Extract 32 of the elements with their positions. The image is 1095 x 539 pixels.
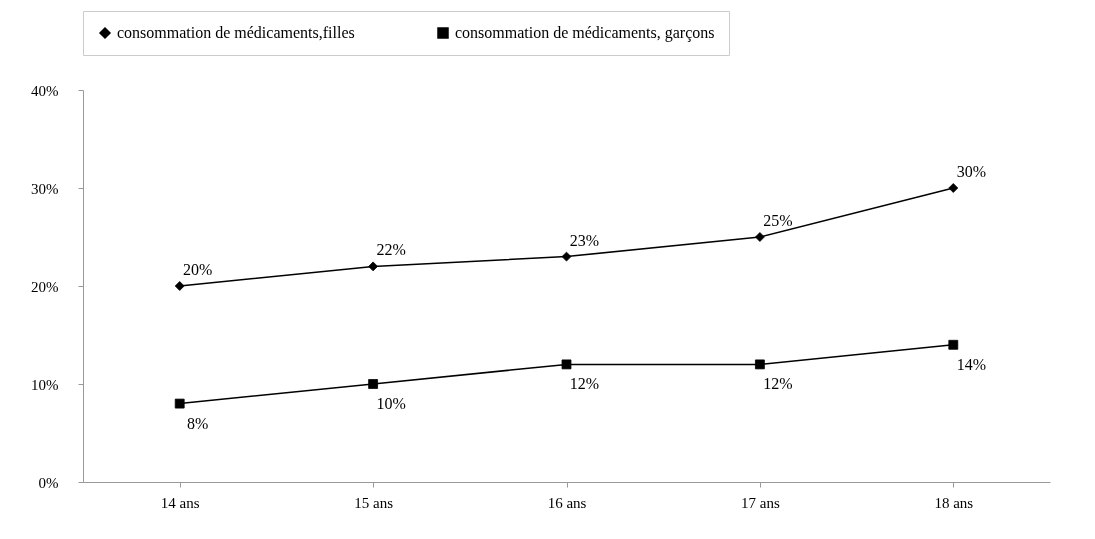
- data-label: 10%: [376, 395, 406, 412]
- x-tick-label: 18 ans: [934, 494, 974, 511]
- point: [948, 339, 959, 350]
- point: [561, 251, 572, 262]
- y-tick-label: 10%: [31, 376, 59, 393]
- point: [755, 232, 765, 242]
- legend-label: consommation de médicaments,filles: [117, 24, 355, 41]
- point: [948, 183, 959, 193]
- y-tick-label: 0%: [38, 474, 59, 491]
- data-label: 20%: [183, 261, 213, 278]
- point: [368, 261, 378, 272]
- data-label: 14%: [956, 355, 986, 373]
- y-tick-label: 30%: [31, 180, 59, 197]
- data-label: 30%: [956, 163, 986, 180]
- legend-label: consommation de médicaments, garçons: [455, 24, 715, 42]
- x-tick-label: 14 ans: [160, 494, 200, 511]
- point: [561, 359, 572, 370]
- data-label: 25%: [763, 212, 793, 229]
- x-tick-label: 16 ans: [547, 494, 587, 511]
- y-tick-label: 20%: [31, 278, 59, 295]
- point: [174, 398, 185, 409]
- point: [368, 379, 378, 389]
- data-label: 22%: [376, 241, 406, 259]
- data-label: 8%: [187, 414, 209, 432]
- x-tick-label: 17 ans: [741, 494, 780, 511]
- x-tick-label: 15 ans: [354, 494, 394, 511]
- point: [174, 281, 185, 291]
- data-label: 12%: [763, 375, 793, 393]
- data-label: 23%: [569, 231, 600, 249]
- data-label: 12%: [569, 375, 600, 393]
- point: [755, 359, 765, 370]
- y-tick-label: 40%: [31, 82, 59, 99]
